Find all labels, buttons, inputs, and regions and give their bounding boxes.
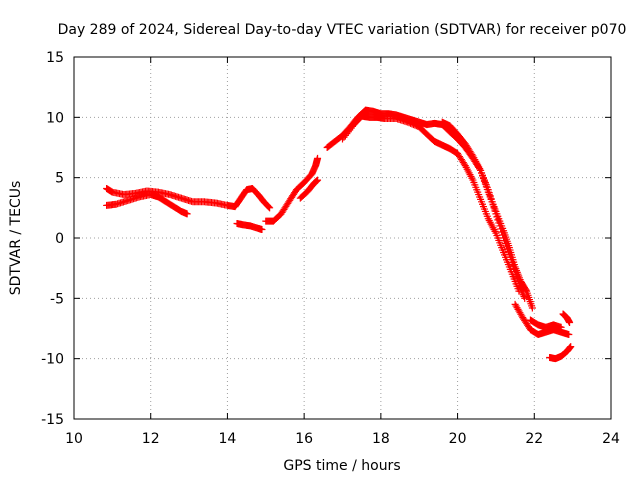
x-tick-label: 10: [65, 431, 83, 447]
x-tick-label: 22: [525, 431, 543, 447]
y-axis-ticks: 15 10 5 0 -5 -10 -15: [41, 50, 611, 428]
y-tick-label: 15: [46, 50, 64, 66]
y-tick-label: -15: [41, 412, 64, 428]
y-tick-label: 5: [55, 171, 64, 187]
series-track-dip: [234, 220, 266, 233]
y-tick-label: 0: [55, 231, 64, 247]
series-track-rise: [262, 155, 321, 225]
x-tick-label: 18: [372, 431, 390, 447]
series-track-tail-right: [560, 311, 574, 326]
x-tick-label: 24: [602, 431, 620, 447]
chart-title: Day 289 of 2024, Sidereal Day-to-day VTE…: [58, 22, 627, 38]
y-tick-label: 10: [46, 110, 64, 126]
series-track-end: [546, 343, 574, 362]
x-axis-ticks: 10 12 14 16 18 20 22 24: [65, 57, 620, 447]
y-tick-label: -10: [41, 352, 64, 368]
grid-lines: [74, 57, 611, 419]
series-track-tail: [512, 301, 573, 338]
x-axis-label: GPS time / hours: [283, 458, 400, 474]
data-points: [103, 107, 574, 363]
x-tick-label: 20: [449, 431, 467, 447]
x-tick-label: 14: [219, 431, 237, 447]
series-track-peak-alt: [339, 113, 522, 295]
sdtvar-chart: Day 289 of 2024, Sidereal Day-to-day VTE…: [0, 0, 640, 480]
y-tick-label: -5: [50, 291, 64, 307]
y-axis-label: SDTVAR / TECUs: [8, 181, 24, 296]
x-tick-label: 12: [142, 431, 160, 447]
x-tick-label: 16: [295, 431, 313, 447]
